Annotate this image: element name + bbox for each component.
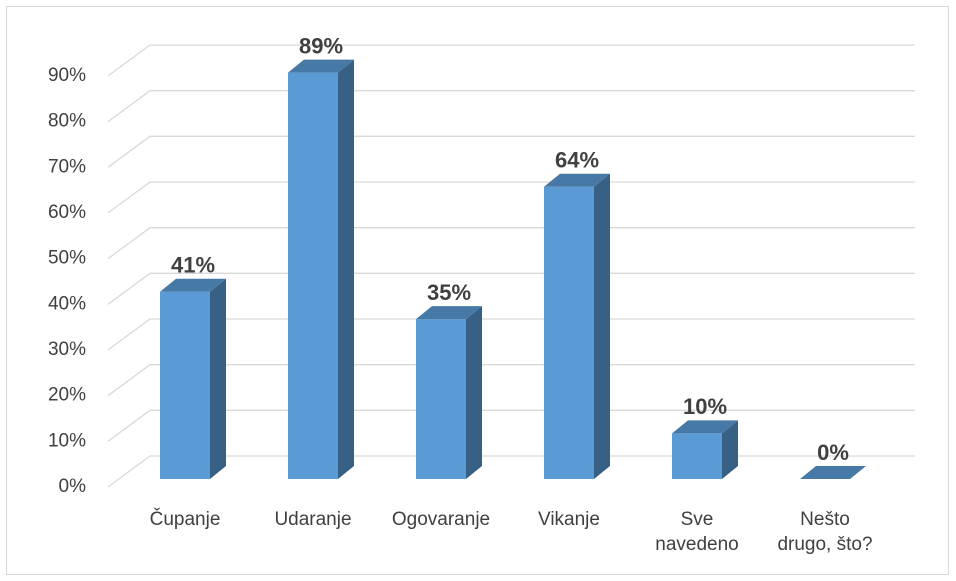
y-tick-label: 70%: [48, 156, 86, 177]
y-tick-label: 10%: [48, 430, 86, 451]
bar-front: [544, 186, 594, 479]
bar-top: [288, 59, 354, 73]
x-tick-label: Čupanje: [150, 508, 221, 530]
bar: [416, 306, 482, 479]
bar-top: [672, 420, 738, 434]
data-label: 64%: [555, 148, 599, 173]
y-tick-label: 40%: [48, 293, 86, 314]
bar-top: [160, 278, 226, 292]
bar-front: [416, 319, 466, 479]
bar-side: [594, 173, 610, 479]
bar-side: [210, 278, 226, 479]
bar-front: [160, 291, 210, 479]
x-tick-label: Vikanje: [538, 509, 600, 530]
data-label: 35%: [427, 280, 471, 305]
bar-top: [800, 466, 866, 479]
x-tick-label: Sve navedeno: [655, 509, 738, 555]
bar: [800, 466, 866, 479]
bar: [672, 420, 738, 479]
y-tick-label: 0%: [59, 476, 87, 497]
data-label: 0%: [817, 440, 849, 465]
y-tick-label: 30%: [48, 339, 86, 360]
bar-side: [338, 59, 354, 480]
grid-line: [107, 181, 915, 214]
grid-line: [107, 272, 915, 305]
grid-line: [107, 409, 915, 442]
bar: [288, 59, 354, 480]
bar: [544, 173, 610, 479]
bar-side: [722, 420, 738, 479]
bar-top: [544, 173, 610, 187]
data-label: 41%: [171, 253, 215, 278]
grid-line: [107, 364, 915, 397]
y-tick-label: 60%: [48, 202, 86, 223]
grid-line: [107, 44, 915, 77]
bar-front: [672, 433, 722, 479]
data-label: 89%: [299, 33, 343, 58]
data-label: 10%: [683, 394, 727, 419]
y-tick-label: 80%: [48, 111, 86, 132]
bar: [160, 278, 226, 479]
x-tick-label: Ogovaranje: [392, 509, 490, 530]
bar-side: [466, 306, 482, 479]
y-tick-label: 50%: [48, 248, 86, 269]
x-tick-label: Udaranje: [274, 509, 351, 530]
grid-line: [107, 455, 915, 488]
x-tick-label: Nešto drugo, što?: [777, 509, 872, 555]
grid-line: [107, 227, 915, 260]
y-tick-label: 90%: [48, 65, 86, 86]
y-tick-label: 20%: [48, 385, 86, 406]
grid-line: [107, 135, 915, 168]
grid-line: [107, 90, 915, 123]
bar-front: [288, 72, 338, 480]
grid-line: [107, 318, 915, 351]
bar-top: [416, 306, 482, 320]
